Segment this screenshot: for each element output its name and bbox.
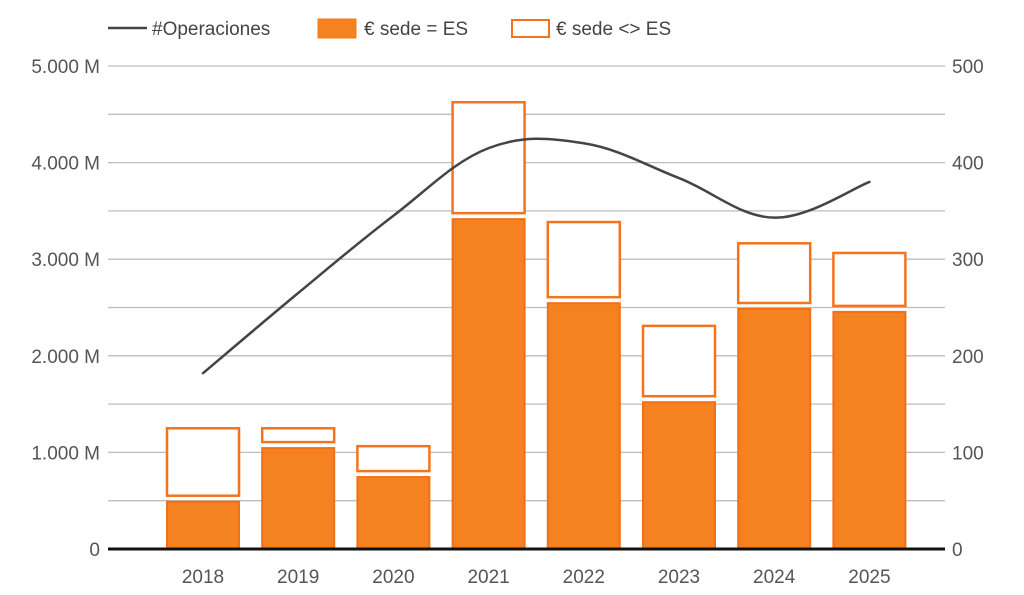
x-tick-label: 2019: [277, 567, 319, 588]
legend-filled-swatch: [317, 18, 357, 39]
left-tick-label: 1.000 M: [31, 443, 100, 464]
right-tick-label: 0: [952, 540, 963, 561]
bar-sede-no-es: [832, 251, 907, 308]
bar-sede-no-es: [165, 427, 241, 497]
legend-outline-swatch: [511, 19, 550, 38]
bar-sede-no-es: [736, 242, 812, 305]
bar-sede-es: [451, 218, 526, 551]
x-tick-label: 2018: [182, 567, 224, 588]
bar-sede-es: [642, 401, 716, 550]
bar-sede-es: [546, 302, 621, 551]
left-tick-label: 4.000 M: [31, 154, 100, 175]
bar-sede-es: [356, 476, 431, 550]
bar-sede-no-es: [641, 324, 717, 398]
operaciones-line-layer: [201, 137, 871, 375]
gridlines: [108, 65, 945, 502]
left-tick-label: 3.000 M: [31, 250, 100, 271]
x-tick-label: 2020: [372, 567, 414, 588]
legend-label-sede-no-es: € sede <> ES: [556, 19, 671, 40]
x-tick-label: 2022: [563, 567, 605, 588]
right-axis-ticks: 0 100 200 300 400 500: [952, 57, 984, 561]
x-tick-label: 2025: [848, 567, 890, 588]
bar-sede-es: [166, 500, 240, 551]
operaciones-line: [201, 137, 871, 375]
legend: #Operaciones € sede = ES € sede <> ES: [108, 18, 671, 40]
bar-sede-es: [261, 447, 336, 551]
x-tick-label: 2023: [658, 567, 700, 588]
right-tick-label: 200: [952, 347, 984, 368]
bars: [165, 101, 907, 551]
bar-sede-no-es: [451, 101, 526, 215]
right-tick-label: 300: [952, 250, 984, 271]
bar-sede-es: [737, 307, 812, 550]
left-tick-label: 5.000 M: [31, 57, 100, 78]
right-tick-label: 500: [952, 57, 984, 78]
x-tick-label: 2024: [753, 567, 796, 588]
x-axis-ticks: 2018 2019 2020 2021 2022 2023 2024 2025: [182, 567, 891, 588]
bar-sede-no-es: [260, 427, 336, 444]
bar-sede-no-es: [356, 444, 431, 473]
left-axis-ticks: 0 1.000 M 2.000 M 3.000 M 4.000 M 5.000 M: [31, 57, 100, 561]
right-tick-label: 400: [952, 154, 984, 175]
bar-sede-es: [832, 310, 907, 551]
bar-sede-no-es: [546, 220, 622, 299]
right-tick-label: 100: [952, 443, 984, 464]
left-tick-label: 0: [89, 540, 100, 561]
x-tick-label: 2021: [467, 567, 509, 588]
legend-label-operaciones: #Operaciones: [152, 19, 270, 40]
left-tick-label: 2.000 M: [31, 347, 100, 368]
legend-label-sede-es: € sede = ES: [364, 19, 468, 40]
